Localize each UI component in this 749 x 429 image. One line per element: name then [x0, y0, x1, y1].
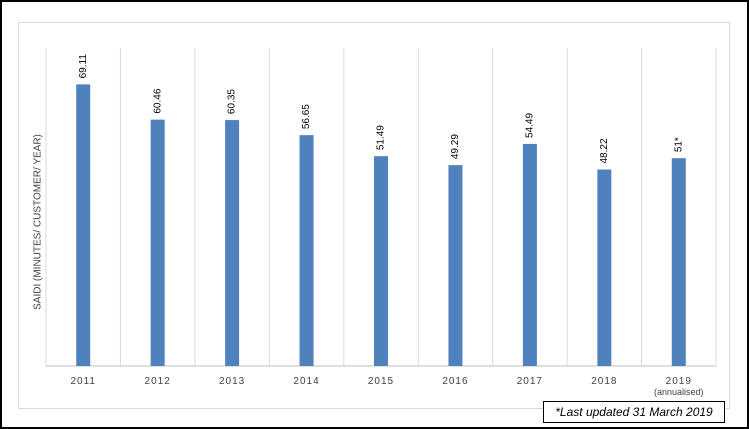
y-axis-label: SAIDI (MINUTES/ CUSTOMER/ YEAR)	[32, 134, 44, 310]
bar	[76, 84, 91, 367]
data-label: 60.35	[227, 89, 238, 114]
x-tick-label: 2012	[145, 376, 171, 387]
x-tick-label: 2014	[293, 376, 319, 387]
bar	[374, 156, 388, 366]
bar	[150, 119, 165, 366]
x-tick-label: 2015	[368, 376, 394, 387]
data-label: 49.29	[450, 134, 461, 159]
data-label: 56.65	[301, 104, 312, 129]
x-tick-label: (annualised)	[654, 387, 704, 397]
x-tick-label: 2016	[442, 376, 468, 387]
x-tick-label: 2013	[219, 376, 245, 387]
data-label: 60.46	[152, 88, 163, 113]
footnote-box: *Last updated 31 March 2019	[543, 401, 725, 423]
bar	[448, 165, 463, 366]
bar	[671, 158, 686, 366]
bar	[522, 143, 537, 366]
data-label: 48.22	[599, 138, 610, 163]
data-label: 69.11	[78, 54, 89, 79]
bar	[225, 120, 240, 366]
data-label: 51*	[673, 137, 684, 152]
x-tick-label: 2019	[666, 376, 692, 387]
x-tick-label: 2018	[591, 376, 617, 387]
chart-area-border	[18, 22, 730, 409]
bar	[299, 135, 314, 366]
bar	[597, 169, 612, 366]
x-tick-label: 2017	[517, 376, 543, 387]
x-tick-label: 2011	[70, 376, 96, 387]
data-label: 51.49	[376, 125, 387, 150]
data-label: 54.49	[525, 112, 536, 137]
